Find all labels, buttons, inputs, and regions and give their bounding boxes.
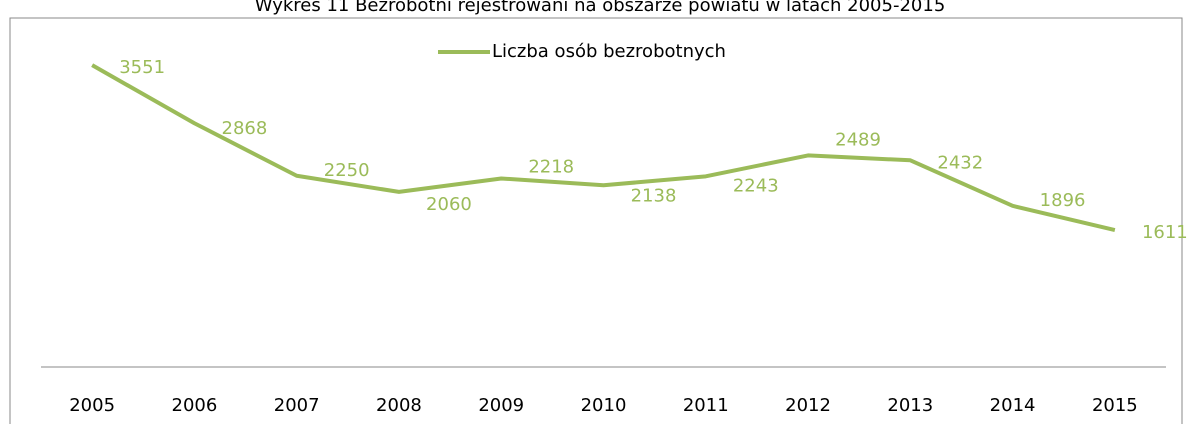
x-tick-label: 2011 bbox=[683, 395, 729, 416]
data-line bbox=[91, 63, 1116, 233]
data-label: 1896 bbox=[1040, 190, 1086, 211]
x-tick-label: 2005 bbox=[69, 395, 115, 416]
data-label: 2250 bbox=[324, 160, 370, 181]
data-label: 2060 bbox=[426, 194, 472, 215]
x-tick-label: 2014 bbox=[990, 395, 1036, 416]
data-label: 1611 bbox=[1142, 222, 1188, 243]
x-tick-label: 2015 bbox=[1092, 395, 1138, 416]
data-label: 2138 bbox=[631, 185, 677, 206]
x-tick-label: 2009 bbox=[478, 395, 524, 416]
data-label: 2489 bbox=[835, 129, 881, 150]
data-label: 3551 bbox=[119, 57, 165, 78]
x-tick-label: 2007 bbox=[274, 395, 320, 416]
chart-title: Wykres 11 Bezrobotni rejestrowani na obs… bbox=[255, 0, 946, 16]
legend-label: Liczba osób bezrobotnych bbox=[492, 41, 726, 62]
x-tick-label: 2008 bbox=[376, 395, 422, 416]
data-label: 2868 bbox=[222, 118, 268, 139]
data-label: 2432 bbox=[937, 152, 983, 173]
x-tick-label: 2013 bbox=[887, 395, 933, 416]
data-label: 2218 bbox=[528, 156, 574, 177]
x-tick-label: 2006 bbox=[172, 395, 218, 416]
chart-frame bbox=[9, 17, 1183, 424]
x-tick-label: 2012 bbox=[785, 395, 831, 416]
x-tick-label: 2010 bbox=[581, 395, 627, 416]
data-label: 2243 bbox=[733, 175, 779, 196]
